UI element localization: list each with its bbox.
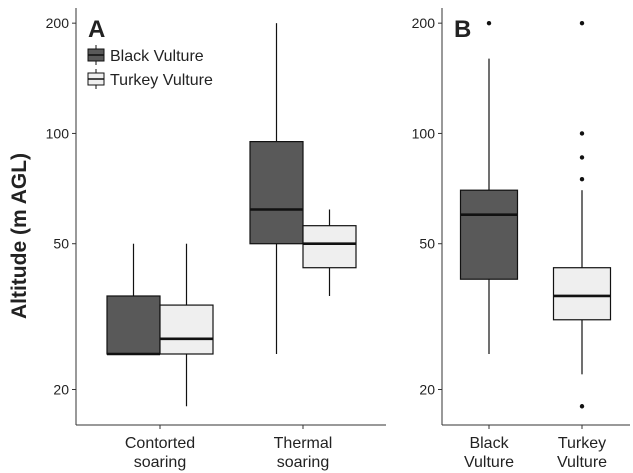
y-axis-label: Altitude (m AGL) [8, 153, 31, 319]
panel-b-black-outlier [486, 20, 492, 26]
legend-label: Black Vulture [110, 48, 204, 65]
legend-label: Turkey Vulture [110, 72, 213, 89]
panel-b-turkey-outlier [579, 177, 585, 182]
panel-a-panel-label: A [88, 16, 105, 43]
panel-a-x-tick-label: Thermal soaring [274, 435, 333, 471]
panel-b-black-box [459, 189, 519, 280]
panel-b: 20 50 100 200 B Black Vulture Turkey Vulture [412, 8, 630, 471]
panel-a-black-box [249, 141, 304, 245]
panel-a-turkey-box [302, 225, 357, 269]
panel-a-y-tick-label: 20 [53, 381, 69, 397]
panel-a-black-box [106, 295, 161, 355]
panel-b-turkey-outlier [579, 131, 585, 136]
panel-a-y-tick-label: 200 [46, 15, 70, 31]
panel-b-panel-label: B [454, 16, 471, 43]
panel-b-turkey-outlier [579, 155, 585, 160]
panel-a-x-tick-label: Contorted soaring [125, 435, 195, 471]
panel-b-y-tick-label: 100 [412, 125, 436, 141]
panel-b-turkey-outlier [579, 404, 585, 409]
panel-a-y-tick-label: 100 [46, 125, 70, 141]
panel-b-turkey-outlier [579, 20, 585, 26]
panel-b-turkey-box [552, 267, 612, 321]
panel-a-y-tick-label: 50 [53, 236, 69, 252]
panel-b-x-tick-label: Turkey Vulture [557, 435, 607, 471]
panel-b-y-tick-label: 200 [412, 15, 436, 31]
panel-a: 20 50 100 200 A Contorted soaring Thermal soarin… [46, 8, 386, 471]
panel-b-y-tick-label: 20 [419, 381, 435, 397]
panel-b-y-tick-label: 50 [419, 236, 435, 252]
panel-a-turkey-box [159, 304, 214, 355]
panel-b-x-tick-label: Black Vulture [464, 435, 514, 471]
